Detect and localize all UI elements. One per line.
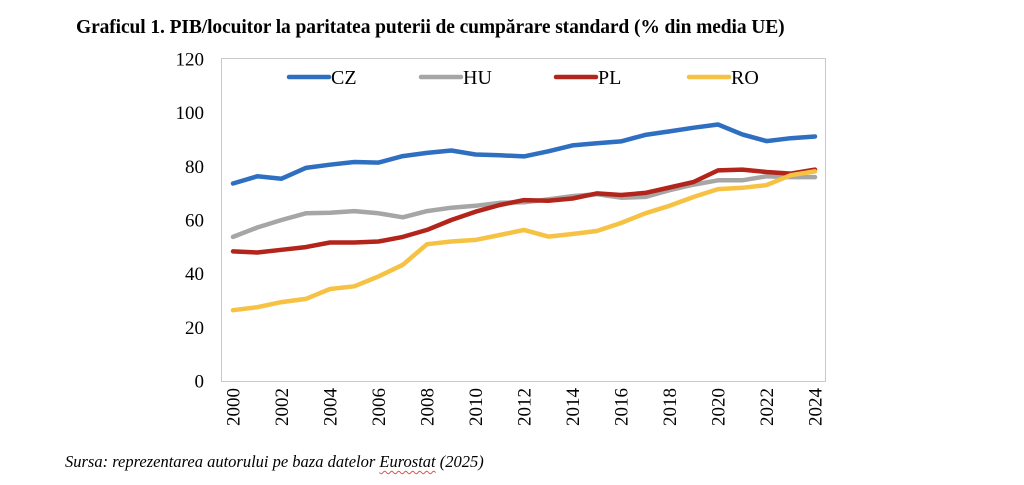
x-tick-label: 2018 bbox=[660, 388, 681, 426]
y-tick-label: 60 bbox=[185, 211, 204, 232]
x-tick-label: 2000 bbox=[224, 388, 245, 426]
legend-label-pl: PL bbox=[598, 67, 621, 89]
x-tick-label: 2012 bbox=[515, 388, 536, 426]
y-tick-label: 20 bbox=[185, 318, 204, 339]
x-axis: 2000 2002 2004 2006 2008 2010 2012 2014 2016 2018… bbox=[224, 388, 827, 427]
legend-label-ro: RO bbox=[731, 67, 759, 89]
x-tick-label: 2024 bbox=[806, 388, 827, 427]
y-tick-label: 40 bbox=[185, 264, 204, 285]
chart-title: Graficul 1. PIB/locuitor la paritatea pu… bbox=[76, 17, 785, 38]
x-tick-label: 2020 bbox=[709, 388, 730, 426]
source-prefix: Sursa: reprezentarea autorului pe baza d… bbox=[65, 452, 380, 471]
series-line-pl bbox=[230, 167, 818, 255]
x-tick-label: 2016 bbox=[612, 388, 633, 426]
y-axis: 0 20 40 60 80 100 120 bbox=[176, 50, 205, 393]
x-tick-label: 2004 bbox=[321, 388, 342, 427]
plot-area-border bbox=[221, 58, 826, 382]
source-suffix: (2025) bbox=[435, 452, 484, 471]
legend: CZ HU PL RO bbox=[286, 67, 759, 89]
x-tick-label: 2006 bbox=[369, 388, 390, 426]
source-note: Sursa: reprezentarea autorului pe baza d… bbox=[65, 452, 484, 472]
x-tick-label: 2010 bbox=[466, 388, 487, 426]
series-line-cz bbox=[230, 122, 818, 186]
x-tick-label: 2014 bbox=[563, 388, 584, 427]
y-tick-label: 0 bbox=[195, 372, 205, 393]
legend-label-hu: HU bbox=[463, 67, 492, 89]
y-tick-label: 100 bbox=[176, 103, 205, 124]
y-tick-label: 80 bbox=[185, 157, 204, 178]
series-lines bbox=[230, 122, 818, 313]
x-tick-label: 2008 bbox=[418, 388, 439, 426]
y-tick-label: 120 bbox=[176, 50, 205, 71]
legend-label-cz: CZ bbox=[331, 67, 357, 89]
series-line-ro bbox=[230, 169, 818, 313]
x-tick-label: 2022 bbox=[757, 388, 778, 426]
x-tick-label: 2002 bbox=[272, 388, 293, 426]
source-eurostat: Eurostat bbox=[379, 452, 436, 471]
